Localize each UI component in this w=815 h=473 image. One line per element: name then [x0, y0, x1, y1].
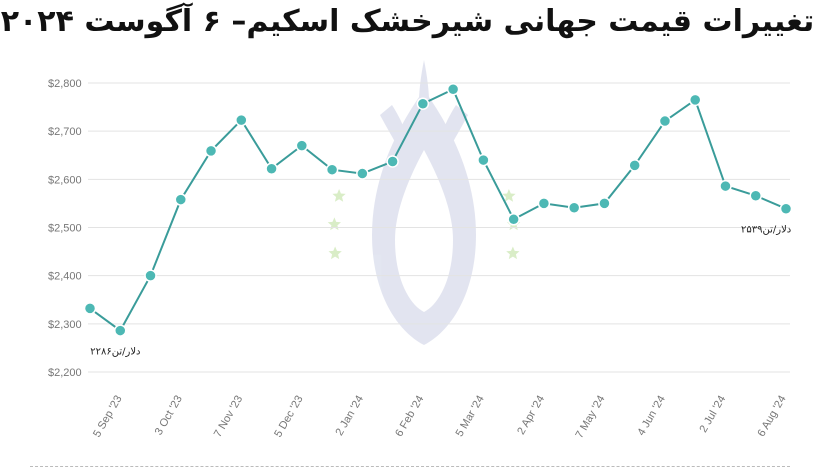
- y-axis: $2,200 $2,300 $2,400 $2,500 $2,600 $2,700 $2,8…: [48, 78, 82, 379]
- y-tick-label: $2,600: [48, 174, 82, 186]
- star-icon: [332, 189, 346, 202]
- data-point: [295, 139, 309, 152]
- data-point: [537, 197, 551, 210]
- watermark-logo: [372, 60, 476, 345]
- x-tick-label: 2 Jan '24: [334, 394, 367, 438]
- data-point: [598, 197, 611, 210]
- x-tick-label: 5 Mar '24: [454, 394, 487, 439]
- star-icon: [502, 189, 516, 202]
- data-point: [719, 179, 732, 193]
- x-tick-label: 7 May '24: [573, 394, 607, 441]
- x-tick-label: 6 Aug '24: [755, 394, 788, 439]
- data-point: [749, 189, 762, 202]
- x-axis: 5 Sep '23 3 Oct '23 7 Nov '23 5 Dec '23 2 Ja…: [91, 394, 788, 441]
- data-point: [567, 201, 581, 215]
- y-tick-label: $2,800: [48, 78, 82, 90]
- series-line: [83, 83, 793, 337]
- data-point: [446, 83, 460, 96]
- data-point: [507, 213, 520, 226]
- x-tick-label: 5 Dec '23: [272, 394, 305, 440]
- data-point: [114, 324, 127, 337]
- annotations: ۲۲۸۶دلار/تن ۲۵۳۹دلار/تن: [90, 225, 791, 358]
- data-point: [265, 162, 278, 175]
- chart-title: تغییرات قیمت جهانی شیرخشک اسکیم– ۶ آگوست…: [0, 4, 815, 39]
- x-tick-label: 4 Jun '24: [635, 394, 668, 438]
- y-tick-label: $2,500: [48, 223, 82, 235]
- data-point: [688, 93, 702, 107]
- star-icon: [327, 217, 341, 231]
- data-point: [477, 153, 490, 167]
- data-point: [83, 302, 97, 315]
- x-tick-label: 7 Nov '23: [212, 394, 245, 440]
- x-tick-label: 2 Apr '24: [515, 394, 547, 437]
- data-point: [658, 114, 672, 128]
- star-icon: [506, 246, 520, 260]
- x-tick-label: 2 Jul '24: [698, 394, 729, 435]
- data-point: [174, 193, 188, 206]
- y-tick-label: $2,200: [48, 367, 82, 379]
- y-tick-label: $2,700: [48, 126, 82, 138]
- bottom-divider: [30, 466, 790, 467]
- data-point: [325, 163, 339, 176]
- x-tick-label: 6 Feb '24: [393, 394, 426, 439]
- data-point: [628, 159, 641, 172]
- x-tick-label: 5 Sep '23: [91, 394, 124, 440]
- data-point: [356, 167, 369, 180]
- y-tick-label: $2,400: [48, 271, 82, 283]
- data-point: [235, 113, 248, 127]
- star-icon: [328, 246, 342, 260]
- annotation-label: ۲۵۳۹دلار/تن: [741, 225, 791, 236]
- data-point: [204, 144, 218, 158]
- y-tick-label: $2,300: [48, 319, 82, 331]
- data-point: [416, 97, 430, 110]
- data-point: [144, 269, 157, 282]
- x-tick-label: 3 Oct '23: [153, 394, 185, 438]
- annotation-label: ۲۲۸۶دلار/تن: [90, 347, 140, 358]
- data-point: [779, 202, 793, 215]
- data-point: [386, 155, 399, 168]
- grid-lines: [88, 82, 790, 373]
